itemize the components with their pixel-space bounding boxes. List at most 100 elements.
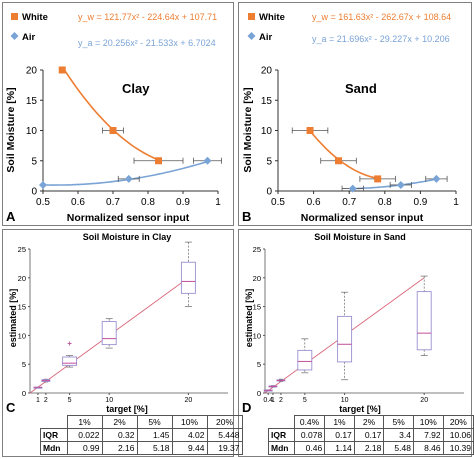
legend-air-marker bbox=[247, 32, 256, 40]
row-label: Mdn bbox=[40, 441, 68, 455]
y-tick-label: 5 bbox=[22, 360, 26, 369]
x-tick-label: 0.7 bbox=[342, 197, 356, 208]
table-row: IQR 0.022 0.32 1.45 4.02 5.448 bbox=[40, 428, 243, 442]
table-header: 0.4% bbox=[293, 415, 326, 429]
fit-curve-air bbox=[352, 178, 437, 190]
x-tick-label: 10 bbox=[341, 397, 349, 404]
data-point-white bbox=[306, 127, 314, 134]
x-tick-label: 5 bbox=[68, 397, 72, 404]
y-tick-label: 5 bbox=[266, 156, 272, 167]
table-cell: 10.06 bbox=[442, 428, 474, 442]
panel-letter: B bbox=[242, 209, 251, 224]
chart-title: Sand bbox=[345, 81, 377, 96]
table-header: 2% bbox=[353, 415, 385, 429]
legend-white-label: White bbox=[22, 12, 48, 23]
table-cell: 8.46 bbox=[412, 441, 444, 455]
x-tick-label: 0.5 bbox=[36, 197, 50, 208]
table-header: 1% bbox=[66, 415, 103, 429]
x-axis-label: target [%] bbox=[106, 404, 148, 414]
x-axis-label: Normalized sensor input bbox=[67, 212, 190, 224]
table-cell: 0.17 bbox=[353, 428, 385, 442]
table-cell: 0.99 bbox=[66, 441, 103, 455]
box bbox=[416, 291, 432, 351]
data-point-white bbox=[58, 66, 66, 74]
x-tick-label: 0.9 bbox=[176, 197, 190, 208]
x-axis-label: Normalized sensor input bbox=[301, 212, 424, 224]
table-cell: 0.022 bbox=[66, 428, 103, 442]
x-tick-label: 0.7 bbox=[106, 197, 120, 208]
x-tick-label: 2 bbox=[279, 397, 283, 404]
x-tick-label: 5 bbox=[303, 397, 307, 404]
chart-title: Soil Moisture in Sand bbox=[314, 232, 406, 242]
data-point-white bbox=[109, 127, 117, 134]
legend-white-label: White bbox=[259, 12, 285, 23]
table-cell: 2.16 bbox=[101, 441, 138, 455]
row-label: Mdn bbox=[268, 441, 295, 455]
table-cell: 0.17 bbox=[324, 428, 355, 442]
table-header-row: 0.4% 1% 2% 5% 10% 20% bbox=[269, 415, 474, 429]
data-point-air bbox=[396, 180, 405, 189]
x-tick-label: 1 bbox=[36, 397, 40, 404]
legend-white-marker bbox=[248, 13, 255, 20]
y-tick-label: 0 bbox=[22, 389, 26, 398]
y-tick-label: 0 bbox=[266, 187, 272, 198]
y-tick-label: 20 bbox=[26, 66, 38, 77]
table-header: 5% bbox=[136, 415, 173, 429]
table-cell: 10.39 bbox=[442, 441, 474, 455]
table-cell: 4.02 bbox=[171, 428, 208, 442]
y-tick-label: 0 bbox=[257, 389, 261, 398]
y-tick-label: 20 bbox=[253, 274, 261, 283]
table-cell: 2.18 bbox=[353, 441, 385, 455]
y-tick-label: 25 bbox=[253, 245, 261, 254]
legend: White y_w = 161.63x² - 262.67x + 108.64 … bbox=[247, 12, 451, 44]
table-header: 1% bbox=[324, 415, 355, 429]
data-point-air bbox=[432, 174, 441, 183]
row-label: IQR bbox=[40, 428, 68, 442]
table-cell: 1.45 bbox=[136, 428, 173, 442]
y-tick-label: 15 bbox=[261, 96, 273, 107]
table-header-row: 1% 2% 5% 10% 20% bbox=[41, 415, 243, 429]
table-cell: 0.078 bbox=[293, 428, 326, 442]
legend-white-equation: y_w = 161.63x² - 262.67x + 108.64 bbox=[312, 12, 451, 22]
chart-title: Clay bbox=[122, 81, 150, 96]
table-cell: 19.37 bbox=[206, 441, 243, 455]
x-tick-label: 1 bbox=[271, 397, 275, 404]
x-tick-label: 10 bbox=[105, 397, 113, 404]
box bbox=[180, 261, 196, 294]
data-point-air bbox=[348, 184, 357, 193]
panel-letter: C bbox=[6, 400, 16, 415]
table-header: 2% bbox=[101, 415, 138, 429]
y-tick-label: 5 bbox=[257, 360, 261, 369]
y-tick-label: 0 bbox=[31, 187, 37, 198]
table-header: 10% bbox=[412, 415, 444, 429]
table-cell: 5.18 bbox=[136, 441, 173, 455]
legend-air-label: Air bbox=[22, 32, 36, 43]
table-row: IQR 0.078 0.17 0.17 3.4 7.92 10.06 bbox=[268, 428, 474, 442]
data-point-air bbox=[203, 156, 212, 165]
y-axis-label: Soil Moisture [%] bbox=[5, 87, 17, 172]
legend-air-label: Air bbox=[259, 32, 273, 43]
x-tick-label: 0.6 bbox=[307, 197, 321, 208]
table-cell: 9.44 bbox=[171, 441, 208, 455]
y-tick-label: 10 bbox=[261, 126, 273, 137]
data-point-air bbox=[39, 180, 47, 189]
legend-air-equation: y_a = 20.256x² - 21.533x + 6.7024 bbox=[78, 38, 216, 48]
data-point-white bbox=[155, 157, 162, 165]
panel-a bbox=[2, 2, 234, 226]
panel-letter: A bbox=[6, 209, 16, 224]
data-point-air bbox=[124, 174, 133, 183]
legend-air-marker bbox=[10, 32, 19, 40]
legend-white-marker bbox=[11, 13, 18, 20]
table-header: 20% bbox=[206, 415, 243, 429]
x-tick-label: 2 bbox=[44, 397, 48, 404]
legend-air-equation: y_a = 21.696x² - 29.227x + 10.206 bbox=[312, 34, 450, 44]
x-tick-label: 20 bbox=[185, 397, 193, 404]
chart-title: Soil Moisture in Clay bbox=[83, 232, 172, 242]
y-tick-label: 10 bbox=[26, 126, 38, 137]
outlier-point bbox=[67, 341, 72, 346]
y-tick-label: 10 bbox=[253, 331, 261, 340]
x-tick-label: 1 bbox=[453, 197, 459, 208]
